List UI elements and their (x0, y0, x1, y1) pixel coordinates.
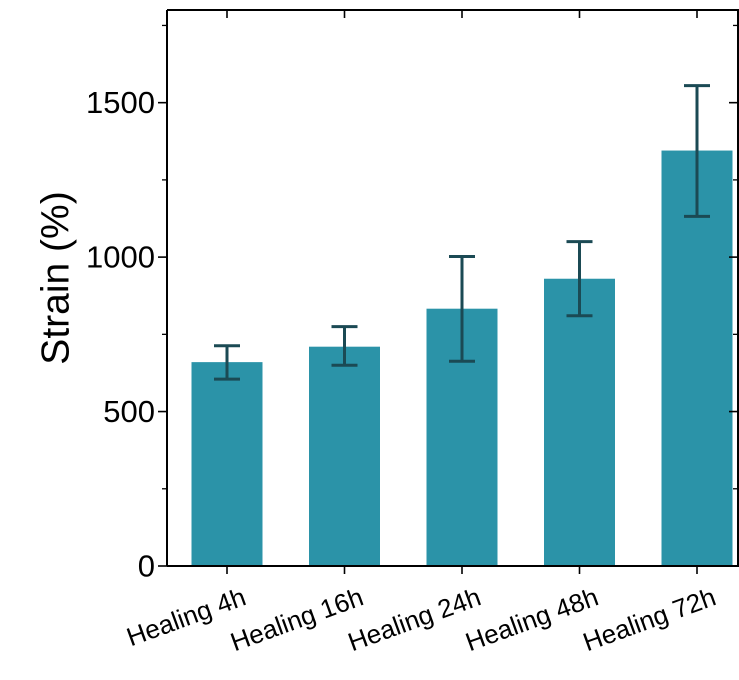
y-tick-label: 500 (103, 394, 155, 429)
y-tick-label: 0 (138, 549, 155, 584)
y-axis-title: Strain (%) (35, 191, 78, 364)
y-tick-label: 1000 (86, 240, 155, 275)
x-tick-label: Healing 48h (461, 581, 602, 657)
x-tick-label: Healing 72h (579, 581, 720, 657)
error-bars-layer (214, 84, 710, 381)
bar (309, 346, 380, 566)
bar (191, 362, 263, 566)
x-tick-label: Healing 24h (344, 581, 485, 657)
bar (661, 150, 733, 567)
axes-layer (158, 9, 739, 574)
x-tick-label: Healing 16h (226, 581, 367, 657)
bar (544, 278, 615, 566)
y-tick-label: 1500 (86, 85, 155, 120)
bars-layer (191, 150, 733, 567)
